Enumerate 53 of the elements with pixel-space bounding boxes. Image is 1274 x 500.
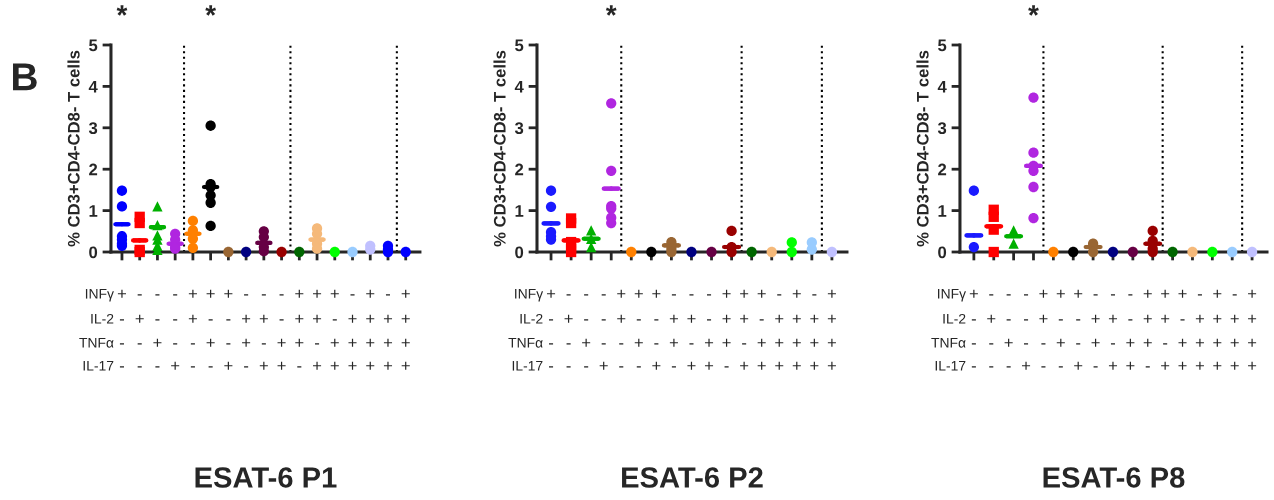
text: * xyxy=(605,5,617,16)
text: + - - - + + + - - - + + + - + - + xyxy=(117,289,410,298)
text: IL-2 xyxy=(91,313,114,324)
y-tick-label: 3 xyxy=(88,122,98,135)
text: - - + - - + - + - + + - + + + + + xyxy=(549,338,836,347)
text: - + - - + - - + + - + + - + + + + xyxy=(971,314,1257,323)
text: INFγ xyxy=(85,289,114,302)
y-tick-label: 4 xyxy=(88,80,98,93)
y-axis-title: % CD3+CD4-CD8- T cells xyxy=(916,50,929,247)
text: * xyxy=(205,5,217,16)
y-tick-label: 4 xyxy=(937,80,947,93)
text: IL-17 xyxy=(935,361,966,371)
text: IL-17 xyxy=(512,361,543,371)
y-tick-label: 1 xyxy=(89,205,98,217)
text: - + - - + - - + + - + + - + + + + xyxy=(119,314,410,323)
y-tick-label: 0 xyxy=(938,246,947,259)
y-tick-label: 1 xyxy=(938,205,947,217)
y-tick-label: 4 xyxy=(514,80,524,93)
text: B xyxy=(13,63,37,91)
text: IL-2 xyxy=(943,313,966,324)
text: - - - + - - + - + + - + + + + + + xyxy=(119,361,410,370)
y-tick-label: 0 xyxy=(515,246,524,259)
text: INFγ xyxy=(515,289,544,302)
text: ESAT-6 P1 xyxy=(195,467,337,488)
text: - + - - + - - + + - + + - + + + + xyxy=(549,314,836,323)
text: ESAT-6 P8 xyxy=(1043,467,1185,488)
text: - - - + - - + - + + - + + + + + + xyxy=(971,361,1257,370)
text: ESAT-6 P2 xyxy=(622,467,763,488)
y-tick-label: 5 xyxy=(89,39,98,52)
text: * xyxy=(116,5,128,16)
text: INFγ xyxy=(938,289,966,302)
text: - - + - - + - + - + + - + + + + + xyxy=(119,338,410,347)
y-tick-label: 3 xyxy=(514,122,524,135)
text: * xyxy=(1028,5,1039,16)
y-tick-label: 2 xyxy=(515,163,524,176)
text: IL-2 xyxy=(520,313,543,324)
text: IL-17 xyxy=(83,361,114,371)
y-tick-label: 5 xyxy=(515,39,524,52)
text: TNFα xyxy=(79,338,114,348)
y-tick-label: 3 xyxy=(937,122,947,135)
y-axis-title: % CD3+CD4-CD8- T cells xyxy=(67,50,80,247)
text: - - - + - - + - + + - + + + + + + xyxy=(549,361,836,370)
text: + - - - + + + - - - + + + - + - + xyxy=(546,289,836,298)
text: + - - - + + + - - - + + + - + - + xyxy=(969,289,1257,298)
text: TNFα xyxy=(931,338,966,348)
y-tick-label: 1 xyxy=(515,205,524,217)
y-tick-label: 0 xyxy=(89,246,98,259)
y-tick-label: 2 xyxy=(938,163,947,176)
text: - - + - - + - + - + + - + + + + + xyxy=(971,338,1257,347)
y-axis-title: % CD3+CD4-CD8- T cells xyxy=(493,50,506,247)
y-tick-label: 5 xyxy=(938,39,947,52)
text: TNFα xyxy=(508,338,543,348)
y-tick-label: 2 xyxy=(89,163,98,176)
